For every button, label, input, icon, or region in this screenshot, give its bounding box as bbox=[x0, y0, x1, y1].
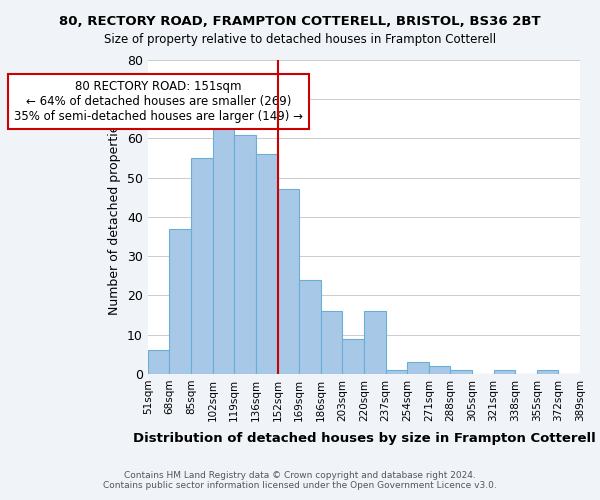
Bar bbox=[494, 370, 515, 374]
Text: Contains HM Land Registry data © Crown copyright and database right 2024.
Contai: Contains HM Land Registry data © Crown c… bbox=[103, 470, 497, 490]
Bar bbox=[169, 228, 191, 374]
Bar bbox=[191, 158, 212, 374]
Bar bbox=[343, 338, 364, 374]
Bar bbox=[407, 362, 429, 374]
Bar bbox=[148, 350, 169, 374]
Bar bbox=[212, 126, 234, 374]
Text: 80, RECTORY ROAD, FRAMPTON COTTERELL, BRISTOL, BS36 2BT: 80, RECTORY ROAD, FRAMPTON COTTERELL, BR… bbox=[59, 15, 541, 28]
Bar bbox=[321, 311, 343, 374]
Text: 80 RECTORY ROAD: 151sqm
← 64% of detached houses are smaller (269)
35% of semi-d: 80 RECTORY ROAD: 151sqm ← 64% of detache… bbox=[14, 80, 303, 122]
Bar bbox=[364, 311, 386, 374]
Bar bbox=[278, 190, 299, 374]
Text: Size of property relative to detached houses in Frampton Cotterell: Size of property relative to detached ho… bbox=[104, 32, 496, 46]
Bar bbox=[234, 134, 256, 374]
Bar bbox=[451, 370, 472, 374]
Y-axis label: Number of detached properties: Number of detached properties bbox=[109, 118, 121, 316]
Bar bbox=[429, 366, 451, 374]
X-axis label: Distribution of detached houses by size in Frampton Cotterell: Distribution of detached houses by size … bbox=[133, 432, 595, 445]
Bar bbox=[537, 370, 559, 374]
Bar bbox=[386, 370, 407, 374]
Bar bbox=[256, 154, 278, 374]
Bar bbox=[299, 280, 321, 374]
